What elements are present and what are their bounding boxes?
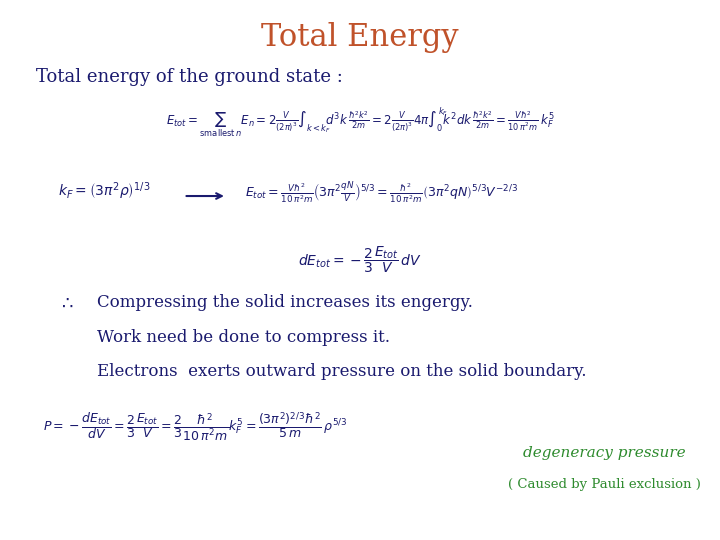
Text: Total energy of the ground state :: Total energy of the ground state : [36,68,343,85]
Text: Total Energy: Total Energy [261,22,459,52]
Text: $E_{tot} = \sum_{\mathrm{smallest}\,n} E_n = 2\frac{V}{(2\pi)^3}\int_{k<k_F}\!\!: $E_{tot} = \sum_{\mathrm{smallest}\,n} E… [166,105,554,139]
Text: ( Caused by Pauli exclusion ): ( Caused by Pauli exclusion ) [508,478,701,491]
Text: Compressing the solid increases its engergy.: Compressing the solid increases its enge… [97,294,473,311]
Text: Work need be done to compress it.: Work need be done to compress it. [97,329,390,346]
Text: $dE_{tot} = -\dfrac{2}{3}\dfrac{E_{tot}}{V}\,dV$: $dE_{tot} = -\dfrac{2}{3}\dfrac{E_{tot}}… [298,244,422,275]
Text: $E_{tot} = \frac{V\hbar^2}{10\,\pi^2 m}\left(3\pi^2\frac{qN}{V}\right)^{5/3} = \: $E_{tot} = \frac{V\hbar^2}{10\,\pi^2 m}\… [245,181,518,206]
Text: $\therefore$: $\therefore$ [58,294,73,312]
Text: $P = -\dfrac{dE_{tot}}{dV} = \dfrac{2}{3}\dfrac{E_{tot}}{V} = \dfrac{2}{3}\dfrac: $P = -\dfrac{dE_{tot}}{dV} = \dfrac{2}{3… [43,410,348,443]
Text: Electrons  exerts outward pressure on the solid boundary.: Electrons exerts outward pressure on the… [97,363,587,380]
Text: degeneracy pressure: degeneracy pressure [523,446,686,460]
Text: $k_F = \left(3\pi^2\rho\right)^{1/3}$: $k_F = \left(3\pi^2\rho\right)^{1/3}$ [58,181,150,202]
